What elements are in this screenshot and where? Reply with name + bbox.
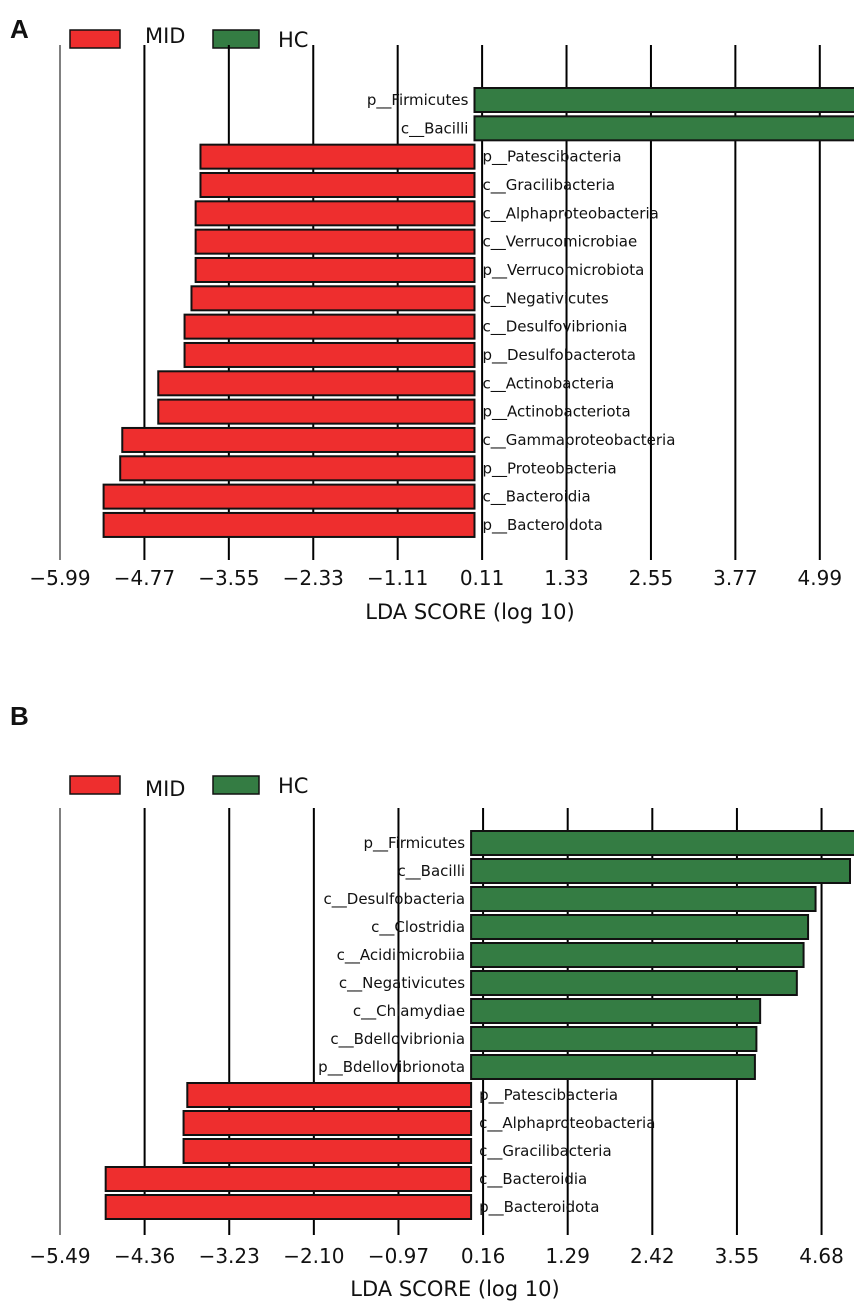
bar-label: c__Desulfovibrionia [482,318,627,337]
x-tick-label: 4.68 [799,1244,844,1268]
bar-label: p__Desulfobacterota [482,346,635,365]
x-tick-label: 2.55 [629,566,674,590]
bar-label: c__Alphaproteobacteria [482,204,658,223]
bar-p__Patescibacteria [186,1082,473,1108]
bar-label: c__Chlamydiae [353,1002,465,1021]
x-tick-label: −5.49 [29,1244,90,1268]
x-tick-label: 1.29 [545,1244,590,1268]
x-tick-label: 1.33 [544,566,589,590]
bar-c__Alphaproteobacteria [194,200,476,227]
bar-p__Verrucomicrobiota [194,256,476,283]
panel-a: A MID HC −5.99 −4.77 −3.55 −2.33 −1.11 0.11 1.… [10,14,854,624]
panel-b-label: B [10,701,29,731]
x-tick-label: −0.97 [368,1244,429,1268]
bar-c__Chlamydiae [470,998,762,1024]
bar-p__Firmicutes [470,830,854,856]
bar-label: c__Bacilli [401,119,469,138]
bar-c__Negativicutes [470,970,798,996]
bar-label: c__Clostridia [371,918,465,937]
bar-c__Bacilli [473,115,854,142]
bar-label: c__Bacteroidia [479,1170,587,1189]
bar-label: c__Bacilli [397,862,465,881]
bar-label: c__Negativicutes [339,974,465,993]
x-tick-label: 4.99 [798,566,843,590]
x-tick-label: −3.55 [198,566,259,590]
legend-mid-swatch [69,29,121,49]
bar-p__Bacteroidota [104,1194,473,1220]
panel-b-plot: −5.49 −4.36 −3.23 −2.10 −0.97 0.16 1.29 2.42 3.5… [29,808,854,1268]
x-tick-label: −1.11 [367,566,428,590]
panel-a-legend: MID HC [69,24,308,52]
x-tick-label: 0.11 [460,566,505,590]
bar-label: c__Gammaproteobacteria [482,431,675,450]
bar-c__Desulfobacteria [470,886,817,912]
x-tick-label: −4.77 [114,566,175,590]
panel-a-label: A [10,14,29,44]
legend-hc-swatch [212,775,260,795]
bar-label: p__Patescibacteria [482,148,621,167]
panel-b-legend: MID HC [69,774,308,801]
bar-label: p__Bacteroidota [482,516,602,535]
x-tick-label: −2.10 [283,1244,344,1268]
bar-label: c__Actinobacteria [482,374,614,393]
legend-mid-label: MID [145,24,185,48]
bar-c__Gracilibacteria [182,1138,473,1164]
bar-label: c__Desulfobacteria [324,890,466,909]
bar-label: p__Firmicutes [364,834,466,853]
bar-p__Patescibacteria [199,143,476,170]
legend-mid-label: MID [145,777,185,801]
bar-c__Gracilibacteria [199,171,476,198]
bar-c__Clostridia [470,914,810,940]
bar-c__Desulfovibrionia [183,313,476,340]
panel-b-x-axis-title: LDA SCORE (log 10) [350,1277,559,1301]
panel-a-plot: −5.99 −4.77 −3.55 −2.33 −1.11 0.11 1.33 2.55 3.7… [29,45,854,590]
bar-label: p__Bdellovibrionota [318,1058,465,1077]
bar-p__Bdellovibrionota [470,1054,756,1080]
bar-c__Bdellovibrionia [470,1026,758,1052]
x-tick-label: −5.99 [29,566,90,590]
bar-label: p__Actinobacteriota [482,403,630,422]
legend-hc-swatch [212,29,260,49]
bar-p__Desulfobacterota [183,341,476,368]
bar-c__Gammaproteobacteria [121,426,476,453]
bar-c__Alphaproteobacteria [182,1110,473,1136]
legend-hc-label: HC [278,28,308,52]
bar-label: c__Negativicutes [482,289,608,308]
bar-label: c__Acidimicrobiia [337,946,465,965]
panel-b: B MID HC −5.49 −4.36 −3.23 −2.10 −0.97 0.16 1.… [10,701,854,1301]
panel-a-x-axis-title: LDA SCORE (log 10) [365,600,574,624]
bar-c__Bacteroidia [102,483,476,510]
legend-mid-swatch [69,775,121,795]
x-tick-label: −4.36 [114,1244,175,1268]
bar-c__Acidimicrobiia [470,942,805,968]
bar-c__Bacteroidia [104,1166,473,1192]
bar-label: p__Verrucomicrobiota [482,261,644,280]
bar-p__Actinobacteriota [157,398,476,425]
bar-c__Negativicutes [190,285,476,312]
bar-label: c__Bdellovibrionia [330,1030,465,1049]
x-tick-label: 0.16 [461,1244,506,1268]
x-tick-label: −2.33 [283,566,344,590]
bar-p__Firmicutes [473,87,854,113]
bar-label: p__Bacteroidota [479,1198,599,1217]
bar-p__Bacteroidota [102,511,476,538]
bar-p__Proteobacteria [119,455,476,482]
bar-label: c__Gracilibacteria [482,176,615,195]
legend-hc-label: HC [278,774,308,798]
bar-label: p__Patescibacteria [479,1086,618,1105]
bar-c__Verrucomicrobiae [194,228,476,255]
bar-label: p__Proteobacteria [482,459,616,478]
bar-c__Actinobacteria [157,370,476,397]
bar-label: c__Gracilibacteria [479,1142,612,1161]
x-tick-label: 2.42 [630,1244,675,1268]
bar-label: c__Verrucomicrobiae [482,233,637,252]
x-tick-label: 3.55 [715,1244,760,1268]
x-tick-label: −3.23 [199,1244,260,1268]
bar-label: c__Bacteroidia [482,488,590,507]
bar-c__Bacilli [470,858,852,884]
bar-label: p__Firmicutes [367,91,469,110]
bar-label: c__Alphaproteobacteria [479,1114,655,1133]
x-tick-label: 3.77 [713,566,758,590]
